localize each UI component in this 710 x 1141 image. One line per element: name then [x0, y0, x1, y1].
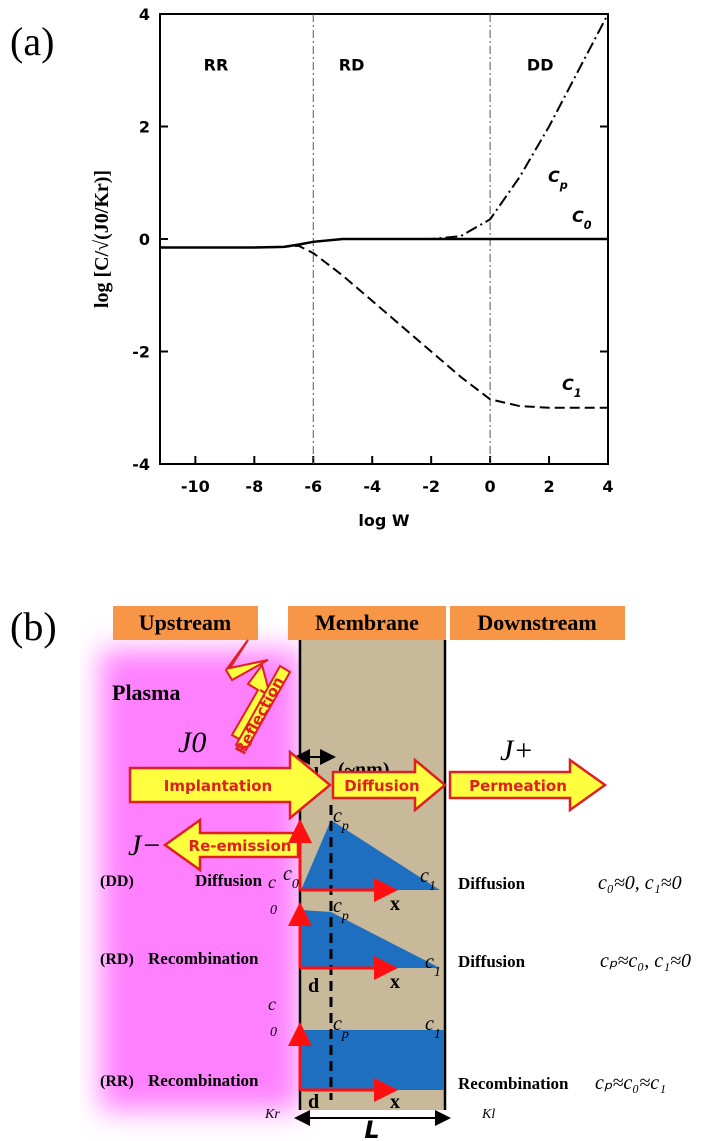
arrow-label: Permeation: [469, 777, 567, 795]
x-tick-label: -4: [363, 477, 381, 496]
d-label: d: [308, 1091, 319, 1113]
series-line: [160, 237, 608, 249]
series-label: Cp: [548, 167, 568, 192]
regime-label: (RD): [100, 951, 134, 968]
arrow-label: Re-emission: [189, 837, 292, 855]
series-label: C1: [562, 375, 582, 400]
x-tick-label: -10: [181, 477, 210, 496]
header-box: [113, 606, 258, 640]
y-axis-label: log [C/√(J0/Kr)]: [91, 170, 113, 308]
d-label: d: [308, 975, 319, 997]
y-tick-label: -4: [132, 455, 150, 474]
kr-label: Kr: [264, 1107, 280, 1122]
panel-label: (b): [10, 604, 57, 649]
y-tick-label: 0: [139, 230, 150, 249]
y-tick-label: 4: [139, 5, 150, 24]
process-label: Recombination: [458, 1074, 569, 1093]
x-tick-label: -2: [422, 477, 440, 496]
length-label: L: [364, 1116, 379, 1141]
implantation-arrow: [128, 749, 332, 821]
y-tick-label: 2: [139, 118, 150, 137]
reflection-arrow: [234, 664, 292, 752]
reflection-arrow-head: [224, 639, 269, 682]
series-label: C0: [572, 207, 592, 232]
arrow-label: Implantation: [164, 777, 272, 795]
header-box: [288, 606, 446, 640]
process-label: Recombination: [148, 1071, 259, 1090]
plasma-label: Plasma: [112, 680, 180, 705]
process-label: Recombination: [148, 949, 259, 968]
header: Upstream: [139, 610, 231, 635]
series-line: [160, 244, 608, 409]
region-label: RD: [339, 55, 365, 74]
arrow-label: Diffusion: [344, 777, 419, 795]
regime-label: (DD): [100, 873, 134, 890]
panel-label: (a): [10, 19, 54, 64]
x-tick-label: 0: [485, 477, 496, 496]
relation: cₚ≈c₀, c₁≈0: [600, 950, 691, 972]
process-label: Diffusion: [458, 952, 526, 971]
axis-x-label: x: [390, 893, 400, 915]
x-tick-label: 2: [543, 477, 554, 496]
region-label: DD: [527, 55, 554, 74]
axis-x-label: x: [390, 971, 400, 993]
region-label: RR: [204, 55, 229, 74]
diagram: (b) Upstream Membrane Downstream Plasma …: [10, 604, 691, 1141]
x-tick-label: 4: [602, 477, 613, 496]
kl-label: Kl: [481, 1107, 495, 1122]
reemission-arrow: [162, 817, 300, 873]
y-tick-label: -2: [132, 343, 150, 362]
flux-label: J+: [500, 734, 534, 767]
header: Downstream: [477, 610, 596, 635]
profile-rr: [301, 1030, 444, 1090]
relation: cₚ≈c₀≈c₁: [595, 1072, 666, 1094]
relation: c₀≈0, c₁≈0: [598, 872, 682, 894]
x-tick-label: -8: [245, 477, 263, 496]
series-line: [160, 13, 609, 249]
profile-rd: [301, 910, 440, 968]
plasma-region: [100, 650, 300, 1110]
x-tick-label: -6: [304, 477, 322, 496]
profile-dd: [301, 820, 440, 890]
flux-label: J0: [178, 726, 206, 759]
header-box: [450, 606, 625, 640]
permeation-arrow: [448, 757, 608, 813]
header: Membrane: [315, 610, 419, 635]
chart: -4 -2 0 2 4 -10 -8 -6 -4 -2 0 2 4 log W log [C/√(J0/Kr…: [91, 5, 614, 530]
x-axis-label: log W: [358, 511, 410, 530]
diffusion-arrow: [331, 757, 447, 813]
process-label: Diffusion: [458, 874, 526, 893]
process-label: Diffusion: [195, 871, 263, 890]
flux-label: J−: [128, 829, 162, 862]
regime-label: (RR): [100, 1073, 134, 1090]
axis-x-label: x: [390, 1091, 400, 1113]
